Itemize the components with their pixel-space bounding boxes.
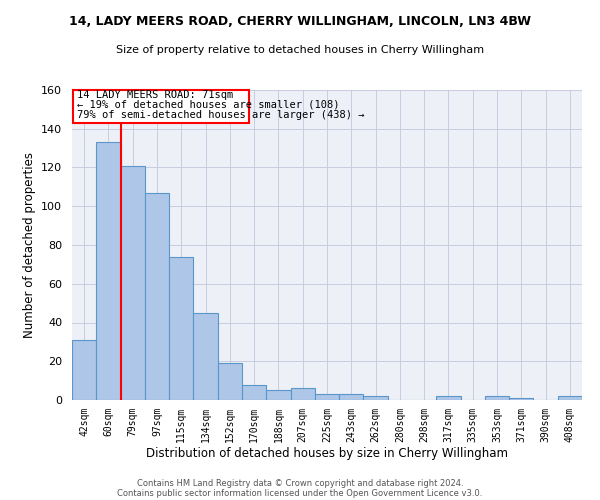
Bar <box>339 394 364 400</box>
Bar <box>436 396 461 400</box>
Bar <box>315 394 339 400</box>
Bar <box>121 166 145 400</box>
Bar <box>73 90 249 123</box>
X-axis label: Distribution of detached houses by size in Cherry Willingham: Distribution of detached houses by size … <box>146 447 508 460</box>
Text: 14 LADY MEERS ROAD: 71sqm: 14 LADY MEERS ROAD: 71sqm <box>77 90 233 100</box>
Text: 79% of semi-detached houses are larger (438) →: 79% of semi-detached houses are larger (… <box>77 110 364 120</box>
Bar <box>266 390 290 400</box>
Bar <box>509 398 533 400</box>
Text: Size of property relative to detached houses in Cherry Willingham: Size of property relative to detached ho… <box>116 45 484 55</box>
Text: ← 19% of detached houses are smaller (108): ← 19% of detached houses are smaller (10… <box>77 100 340 110</box>
Y-axis label: Number of detached properties: Number of detached properties <box>23 152 35 338</box>
Bar <box>290 388 315 400</box>
Bar <box>72 340 96 400</box>
Bar <box>145 192 169 400</box>
Bar <box>169 256 193 400</box>
Bar <box>96 142 121 400</box>
Text: 14, LADY MEERS ROAD, CHERRY WILLINGHAM, LINCOLN, LN3 4BW: 14, LADY MEERS ROAD, CHERRY WILLINGHAM, … <box>69 15 531 28</box>
Bar <box>485 396 509 400</box>
Bar <box>364 396 388 400</box>
Text: Contains HM Land Registry data © Crown copyright and database right 2024.: Contains HM Land Registry data © Crown c… <box>137 478 463 488</box>
Text: Contains public sector information licensed under the Open Government Licence v3: Contains public sector information licen… <box>118 488 482 498</box>
Bar <box>558 396 582 400</box>
Bar <box>218 363 242 400</box>
Bar <box>242 384 266 400</box>
Bar <box>193 313 218 400</box>
